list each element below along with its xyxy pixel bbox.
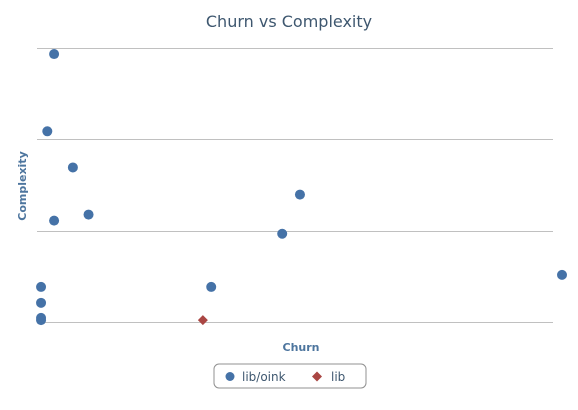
legend-label-1: lib <box>331 370 345 384</box>
data-point-circle[interactable] <box>557 269 567 280</box>
data-point-circle[interactable] <box>36 297 47 308</box>
y-axis-title: Complexity <box>16 151 29 221</box>
legend-item-1[interactable]: lib <box>312 370 345 384</box>
data-point-circle[interactable] <box>83 209 94 220</box>
data-point-diamond[interactable] <box>197 315 208 326</box>
data-point-circle[interactable] <box>42 126 53 137</box>
data-point-circle[interactable] <box>206 281 217 292</box>
legend-frame <box>213 363 367 389</box>
x-axis-title: Churn <box>283 341 320 354</box>
legend-item-0[interactable]: lib/oink <box>225 370 286 384</box>
data-point-circle[interactable] <box>49 49 60 60</box>
data-point-circle[interactable] <box>67 162 78 173</box>
data-point-circle[interactable] <box>36 315 47 326</box>
legend[interactable]: lib/oink lib <box>213 363 367 389</box>
data-point-circle[interactable] <box>49 215 60 226</box>
data-point-circle[interactable] <box>294 189 305 200</box>
data-points <box>36 49 567 326</box>
data-point-circle[interactable] <box>36 281 47 292</box>
data-point-circle[interactable] <box>277 228 288 239</box>
legend-marker-circle <box>225 372 235 381</box>
legend-marker-diamond <box>312 371 322 382</box>
chart-title: Churn vs Complexity <box>206 12 372 31</box>
grid-lines <box>37 48 553 323</box>
legend-label-0: lib/oink <box>242 370 286 384</box>
